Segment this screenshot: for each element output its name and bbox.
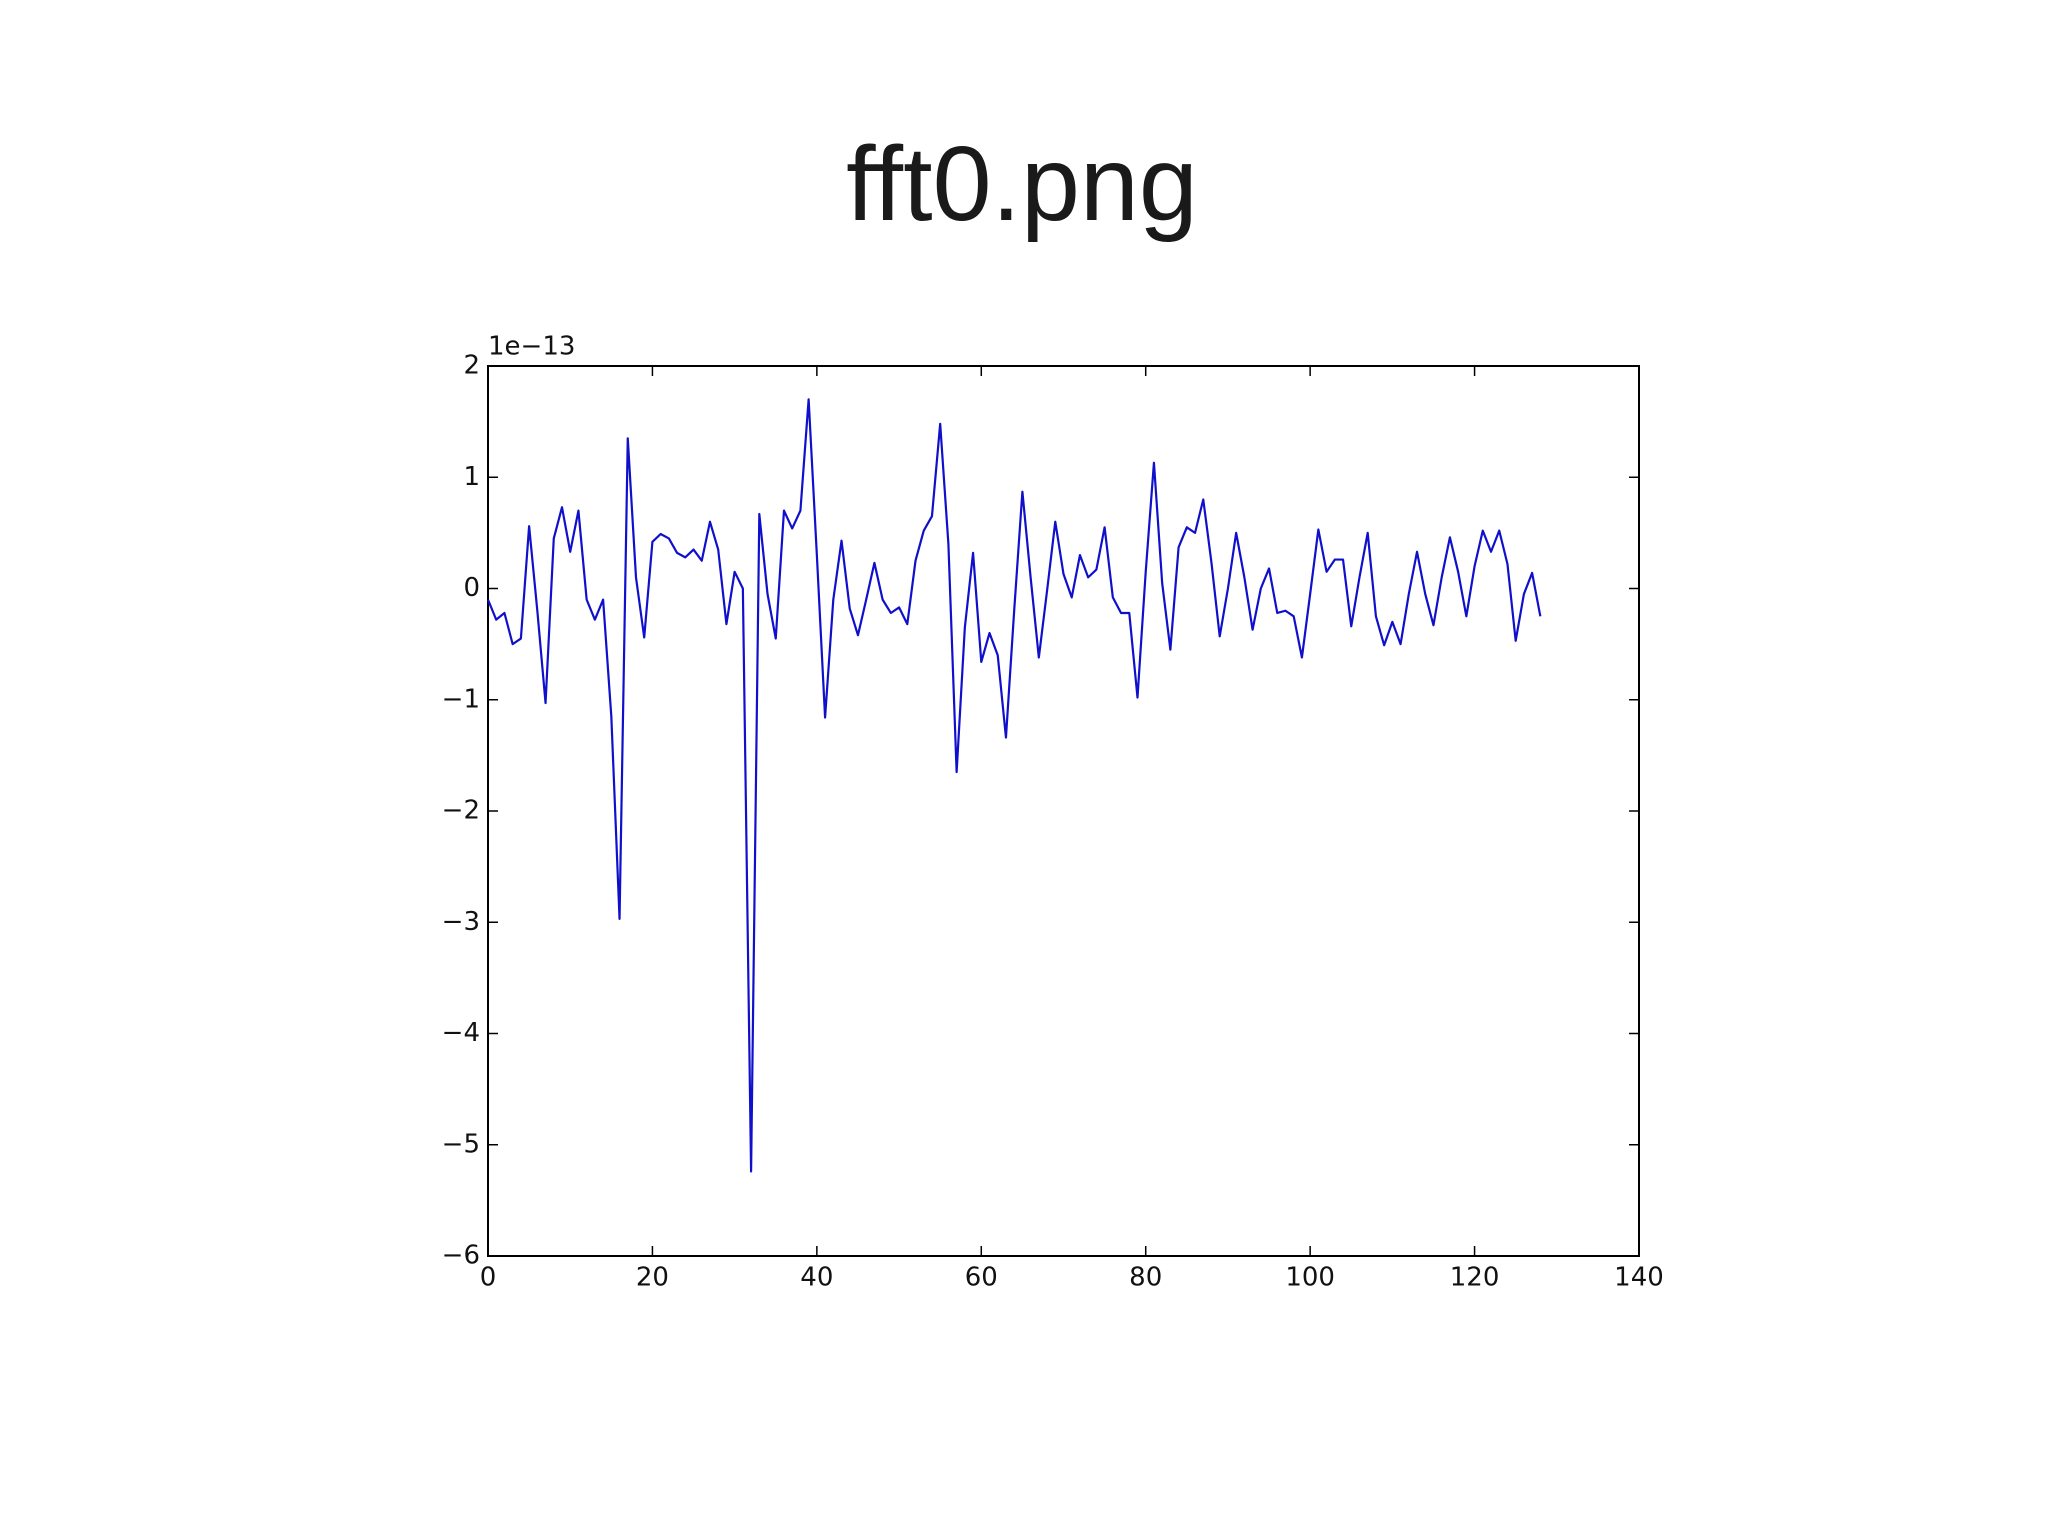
y-tick-label: 2	[463, 351, 480, 381]
y-tick-label: 1	[463, 462, 480, 492]
x-tick-label: 60	[965, 1263, 998, 1293]
y-offset-label: 1e−13	[488, 332, 575, 362]
x-tick-label: 0	[480, 1263, 497, 1293]
data-line	[486, 398, 1542, 1173]
y-tick-label: −5	[442, 1129, 480, 1159]
chart-title: fft0.png	[846, 125, 1198, 243]
x-tick-label: 100	[1285, 1263, 1335, 1293]
y-tick-label: −6	[442, 1241, 480, 1271]
x-tick-label: 40	[800, 1263, 833, 1293]
x-tick-label: 20	[636, 1263, 669, 1293]
x-tick-label: 120	[1450, 1263, 1500, 1293]
y-tick-label: −2	[442, 796, 480, 826]
x-tick-label: 140	[1614, 1263, 1664, 1293]
y-tick-label: −1	[442, 684, 480, 714]
y-tick-label: −3	[442, 907, 480, 937]
y-tick-label: −4	[442, 1018, 480, 1048]
y-tick-label: 0	[463, 573, 480, 603]
plot-frame	[487, 365, 1640, 1257]
x-tick-label: 80	[1129, 1263, 1162, 1293]
